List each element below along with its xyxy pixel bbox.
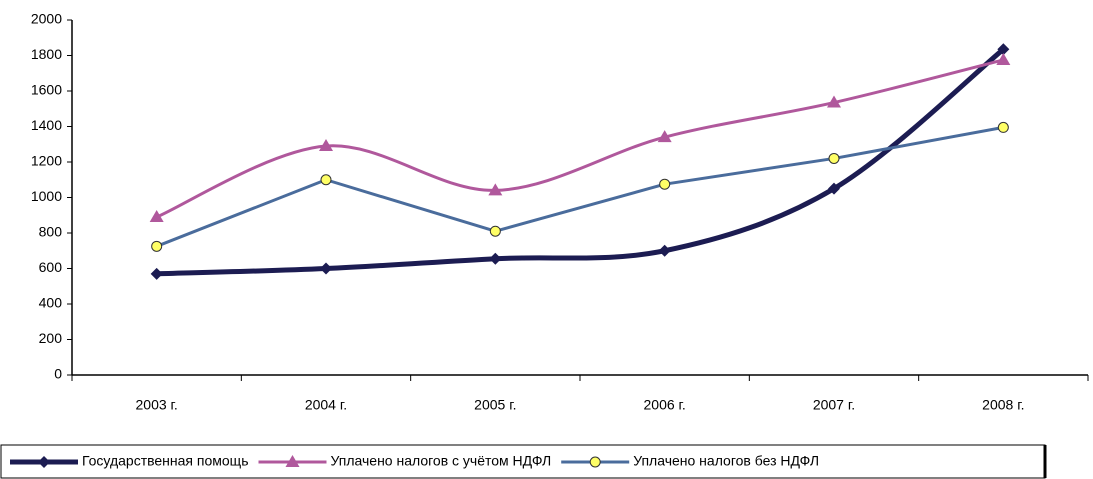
y-tick-label: 200 <box>39 330 63 346</box>
legend-marker <box>589 456 601 468</box>
y-tick-label: 1800 <box>31 46 62 62</box>
legend-label: Уплачено налогов с учётом НДФЛ <box>331 453 552 469</box>
x-tick-label: 2003 г. <box>136 397 178 413</box>
point <box>657 130 672 143</box>
y-tick-label: 1400 <box>31 117 62 133</box>
point <box>997 121 1009 133</box>
y-tick-label: 1200 <box>31 153 62 169</box>
point <box>828 152 840 164</box>
series-line <box>156 58 1004 219</box>
point <box>489 225 501 237</box>
point <box>658 244 671 257</box>
series-line <box>156 47 1005 277</box>
point <box>149 210 164 223</box>
point <box>997 43 1010 56</box>
point <box>659 178 671 190</box>
point <box>320 174 332 186</box>
x-tick-label: 2006 г. <box>644 397 686 413</box>
y-tick-label: 1000 <box>31 188 62 204</box>
y-tick-label: 600 <box>39 259 63 275</box>
point <box>319 139 333 152</box>
point <box>996 52 1011 65</box>
legend-marker <box>285 455 300 467</box>
point <box>488 183 503 196</box>
legend-marker <box>38 456 50 468</box>
point <box>827 95 841 108</box>
point <box>150 267 163 280</box>
x-tick-label: 2008 г. <box>982 397 1024 413</box>
legend-label: Уплачено налогов без НДФЛ <box>633 453 819 469</box>
x-tick-label: 2004 г. <box>305 397 347 413</box>
y-tick-label: 0 <box>54 366 62 382</box>
x-tick-label: 2007 г. <box>813 397 855 413</box>
y-tick-label: 1600 <box>31 82 62 98</box>
point <box>828 182 840 195</box>
point <box>489 252 502 265</box>
series-line <box>156 125 1004 248</box>
x-tick-label: 2005 г. <box>474 397 516 413</box>
legend-label: Государственная помощь <box>82 453 249 469</box>
point <box>151 240 163 252</box>
y-tick-label: 2000 <box>31 11 62 27</box>
y-tick-label: 400 <box>39 295 63 311</box>
point <box>320 262 332 275</box>
y-tick-label: 800 <box>39 224 63 240</box>
